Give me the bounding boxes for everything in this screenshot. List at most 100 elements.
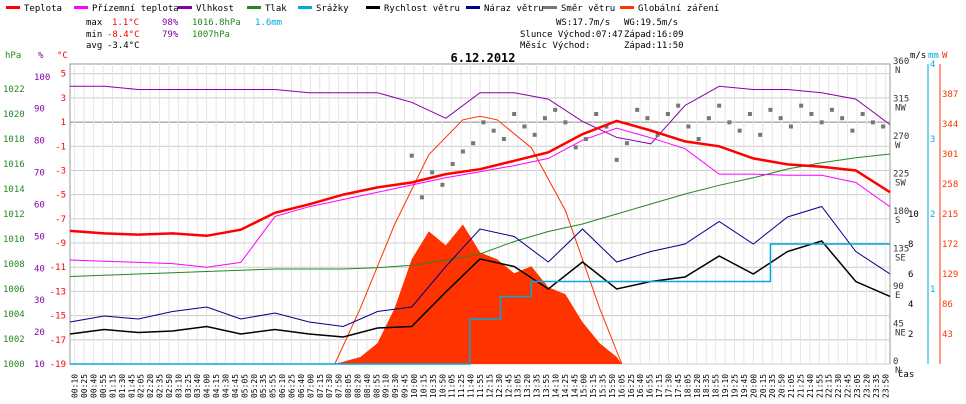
- wind-dir-tick-label: 360: [893, 57, 909, 67]
- x-tick-label: 14:45: [570, 374, 579, 398]
- x-tick-label: 00:25: [80, 374, 89, 398]
- x-tick-label: 14:25: [561, 374, 570, 398]
- x-tick-label: 23:35: [872, 374, 881, 398]
- wind-dir-point: [860, 112, 865, 116]
- x-tick-label: 12:30: [495, 374, 504, 398]
- series-line-tlak: [69, 153, 891, 277]
- wind-dir-point: [614, 157, 619, 162]
- wind-dir-point: [768, 107, 773, 112]
- temp-tick-label: 5: [61, 70, 66, 80]
- stats-min-temp: -8.4°C: [107, 30, 140, 40]
- legend-label: Vlhkost: [196, 4, 234, 14]
- wind-dir-point: [594, 112, 599, 116]
- pressure-tick-label: 1020: [3, 110, 25, 120]
- x-tick-label: 18:35: [702, 374, 711, 398]
- x-tick-label: 20:15: [759, 374, 768, 398]
- legend-swatch: [543, 6, 557, 9]
- temp-tick-label: -9: [55, 239, 66, 249]
- x-tick-label: 17:15: [655, 374, 664, 398]
- x-tick-label: 11:05: [448, 374, 457, 398]
- x-tick-label: 01:15: [108, 374, 117, 398]
- radiation-tick-label: 172: [942, 240, 958, 250]
- wind-dir-point: [460, 149, 465, 154]
- radiation-tick-label: 344: [942, 120, 958, 130]
- x-tick-label: 03:25: [184, 374, 193, 398]
- temp-tick-label: -1: [55, 142, 66, 152]
- humidity-tick-label: 90: [34, 105, 45, 115]
- wind-dir-tick-label: 135: [893, 245, 909, 255]
- wind-dir-point: [870, 120, 875, 125]
- series-line-glob-ln-z-en-max: [334, 115, 623, 365]
- series-line-n-raz-v-tru: [69, 205, 891, 328]
- x-tick-label: 11:40: [467, 374, 476, 398]
- x-tick-label: 23:05: [853, 374, 862, 398]
- humidity-axis-unit: %: [38, 51, 44, 61]
- pressure-tick-label: 1010: [3, 235, 25, 245]
- wind-dir-point: [573, 145, 578, 150]
- rain-tick-label: 4: [930, 60, 935, 70]
- info-sun: Slunce Východ:07:47: [520, 30, 623, 40]
- radiation-tick-label: 301: [942, 150, 958, 160]
- wind-dir-point: [819, 120, 824, 125]
- info-wg: WG:19.5m/s: [624, 18, 678, 28]
- humidity-tick-label: 30: [34, 296, 45, 306]
- stats-max-temp: 1.1°C: [112, 18, 139, 28]
- x-tick-label: 20:00: [749, 374, 758, 398]
- wind-dir-tick-label: 0: [893, 357, 898, 367]
- legend-swatch: [298, 6, 312, 9]
- wind-dir-point: [430, 170, 435, 175]
- wind-dir-point: [778, 116, 783, 121]
- legend-swatch: [74, 6, 88, 9]
- wind-dir-tick-label: 315: [893, 95, 909, 105]
- legend-label: Teplota: [24, 4, 62, 14]
- wind-dir-point: [512, 112, 517, 116]
- wind-axis-unit: m/s: [910, 51, 926, 61]
- x-tick-label: 07:15: [316, 374, 325, 398]
- pressure-tick-label: 1012: [3, 210, 25, 220]
- legend-swatch: [620, 6, 634, 9]
- wind-dir-compass-label: N: [895, 66, 900, 76]
- x-tick-label: 15:00: [580, 374, 589, 398]
- info-moon: Měsíc Východ:: [520, 41, 590, 51]
- legend-label: Přízemní teplota: [92, 4, 179, 14]
- wind-dir-point: [419, 195, 424, 200]
- stats-min-press: 1007hPa: [192, 30, 230, 40]
- x-axis: 00:10 00:25 00:40 00:55 01:15 01:30 01:45 02:05…: [71, 374, 891, 398]
- series-line-rychlost-v-tru: [69, 240, 891, 338]
- x-tick-label: 18:20: [693, 374, 702, 398]
- x-tick-label: 00:40: [90, 374, 99, 398]
- stats-max-rain: 1.6mm: [255, 18, 282, 28]
- x-tick-label: 16:25: [627, 374, 636, 398]
- x-tick-label: 12:45: [504, 374, 513, 398]
- wind-dir-point: [645, 116, 650, 121]
- wind-dir-point: [604, 124, 609, 129]
- temp-tick-label: -11: [50, 263, 66, 273]
- x-tick-label: 19:45: [740, 374, 749, 398]
- wind-dir-point: [440, 182, 445, 187]
- wind-dir-point: [563, 120, 568, 125]
- right-axes: 0N45NE90E135SE180S225SW270W315NW360N2468…: [893, 57, 958, 376]
- wind-dir-point: [481, 120, 486, 125]
- x-tick-label: 04:30: [222, 374, 231, 398]
- wind-dir-tick-label: 90: [893, 282, 904, 292]
- rain-tick-label: 3: [930, 135, 935, 145]
- radiation-tick-label: 387: [942, 90, 958, 100]
- x-tick-label: 21:25: [796, 374, 805, 398]
- series-radiation-area: [70, 224, 890, 364]
- info-ws: WS:17.7m/s: [556, 18, 610, 28]
- x-tick-label: 23:20: [862, 374, 871, 398]
- x-tick-label: 10:15: [419, 374, 428, 398]
- wind-sun-info: WS:17.7m/s WG:19.5m/s Slunce Východ:07:4…: [520, 18, 684, 51]
- temp-tick-label: 3: [61, 94, 66, 104]
- x-tick-label: 22:30: [834, 374, 843, 398]
- pressure-axis-unit: hPa: [5, 51, 21, 61]
- wind-dir-point: [635, 107, 640, 112]
- left-axes: 1000100210041006100810101012101410161018…: [3, 70, 66, 370]
- pressure-tick-label: 1018: [3, 135, 25, 145]
- radiation-tick-label: 258: [942, 180, 958, 190]
- x-tick-label: 06:25: [287, 374, 296, 398]
- wind-dir-point: [676, 103, 681, 108]
- humidity-tick-label: 20: [34, 328, 45, 338]
- humidity-tick-label: 10: [34, 360, 45, 370]
- wind-dir-point: [522, 124, 527, 129]
